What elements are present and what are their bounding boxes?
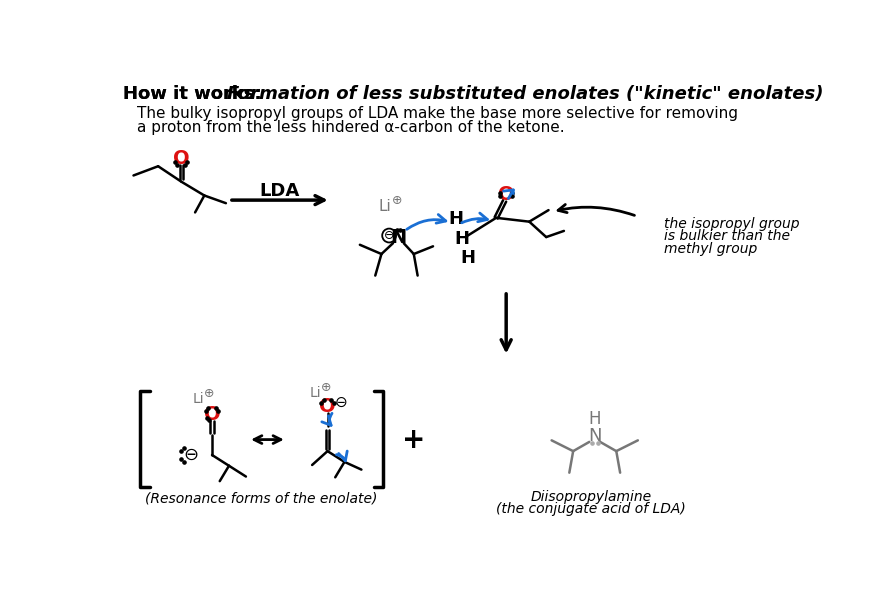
Text: Li: Li [192,392,204,406]
Text: H: H [588,410,601,428]
Text: Li: Li [378,199,391,214]
Text: LDA: LDA [260,182,300,200]
Text: ⊖: ⊖ [384,229,394,242]
Text: ⊕: ⊕ [392,194,402,207]
Text: Formation of less substituted enolates ("kinetic" enolates): Formation of less substituted enolates (… [228,85,824,103]
Text: the isopropyl group: the isopropyl group [664,217,799,231]
Text: The bulky isopropyl groups of LDA make the base more selective for removing: The bulky isopropyl groups of LDA make t… [136,106,738,121]
Text: N: N [390,228,407,247]
Text: How it works: Formation of less substituted enolates ("kinetic" enolates): How it works: Formation of less substitu… [123,85,865,103]
Text: ⊕: ⊕ [320,381,331,395]
Text: N: N [588,427,602,445]
Text: H: H [460,249,475,267]
Text: How it works:: How it works: [123,85,268,103]
Text: ⊖: ⊖ [335,395,347,410]
Text: a proton from the less hindered α-carbon of the ketone.: a proton from the less hindered α-carbon… [136,120,564,135]
Text: (the conjugate acid of LDA): (the conjugate acid of LDA) [496,502,686,516]
Text: ⊖: ⊖ [183,446,198,464]
Text: Li: Li [310,386,321,401]
Text: (Resonance forms of the enolate): (Resonance forms of the enolate) [145,492,377,506]
Text: is bulkier than the: is bulkier than the [664,229,790,243]
Text: O: O [498,185,514,204]
Text: methyl group: methyl group [664,241,757,256]
Text: ⊕: ⊕ [204,387,214,400]
Text: H: H [454,231,469,249]
Text: How it works:: How it works: [123,85,268,103]
Text: O: O [204,405,221,424]
Text: +: + [402,426,425,454]
Text: O: O [173,149,190,168]
Text: H: H [449,210,464,228]
Text: O: O [320,397,336,416]
Text: Diisopropylamine: Diisopropylamine [530,489,651,504]
